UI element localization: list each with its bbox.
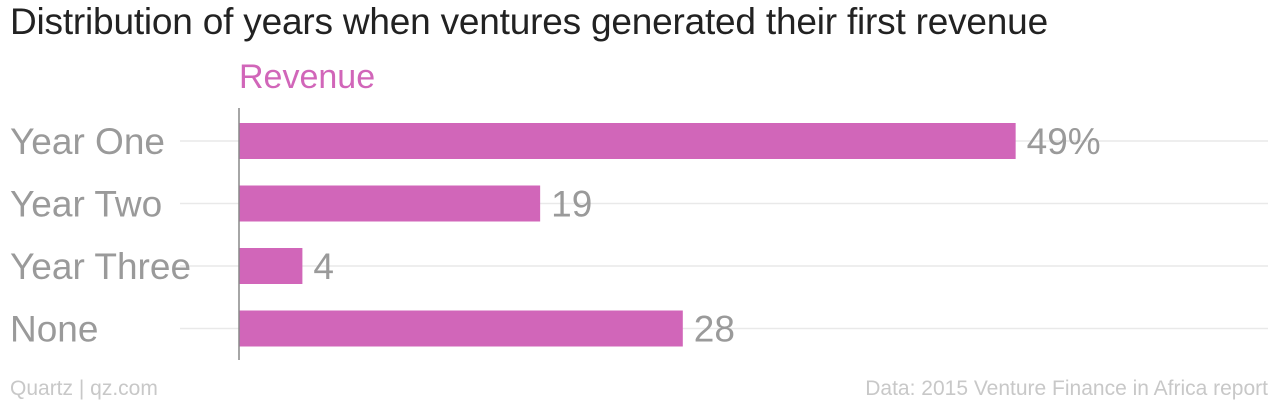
bar — [239, 123, 1016, 159]
bar — [239, 248, 303, 284]
footer-data-source: Data: 2015 Venture Finance in Africa rep… — [865, 377, 1268, 400]
value-label: 28 — [694, 309, 735, 350]
bar — [239, 310, 683, 347]
legend-series-revenue: Revenue — [239, 58, 376, 96]
value-label: 19 — [551, 184, 592, 225]
footer-credit: Quartz | qz.com — [10, 377, 158, 400]
category-label: Year Two — [10, 184, 162, 225]
category-label: Year Three — [10, 246, 191, 287]
value-label: 49% — [1027, 121, 1101, 162]
chart-title: Distribution of years when ventures gene… — [10, 1, 1048, 42]
category-label: None — [10, 309, 98, 350]
bar — [239, 185, 541, 222]
value-label: 4 — [313, 246, 334, 287]
category-label: Year One — [10, 121, 165, 162]
